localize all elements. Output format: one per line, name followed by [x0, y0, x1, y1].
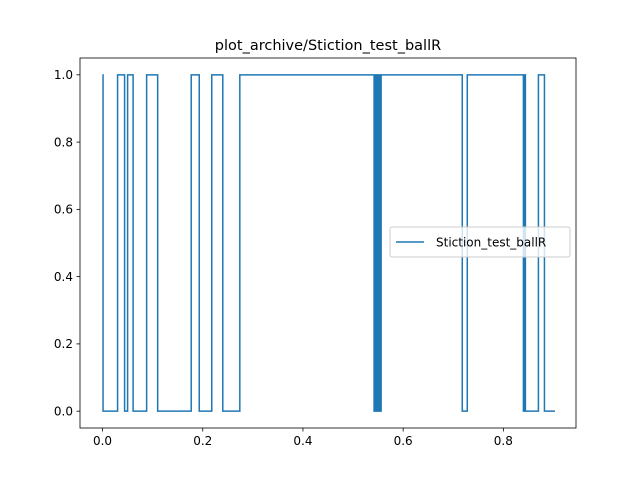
- series-line: [102, 74, 555, 412]
- x-tick-label: 0.0: [93, 434, 112, 448]
- y-tick-label: 0.6: [54, 203, 73, 217]
- legend-box: [389, 226, 571, 258]
- axes-layer: [79, 57, 577, 429]
- y-axis: 0.0 0.2 0.4 0.6 0.8 1.0: [54, 68, 80, 418]
- y-tick-label: 0.0: [54, 404, 73, 418]
- x-tick-label: 0.4: [293, 434, 312, 448]
- series-layer: [102, 74, 555, 412]
- legend-label: Stiction_test_ballR: [436, 236, 546, 250]
- chart-title: plot_archive/Stiction_test_ballR: [215, 38, 441, 54]
- x-tick-label: 0.6: [394, 434, 413, 448]
- legend: Stiction_test_ballR: [389, 226, 571, 258]
- x-axis: 0.0 0.2 0.4 0.6 0.8: [93, 428, 513, 448]
- x-tick-label: 0.2: [193, 434, 212, 448]
- y-tick-label: 0.8: [54, 135, 73, 149]
- y-tick-label: 0.2: [54, 337, 73, 351]
- axes-frame: [79, 57, 577, 429]
- x-tick-label: 0.8: [494, 434, 513, 448]
- y-tick-label: 0.4: [54, 270, 73, 284]
- y-tick-label: 1.0: [54, 68, 73, 82]
